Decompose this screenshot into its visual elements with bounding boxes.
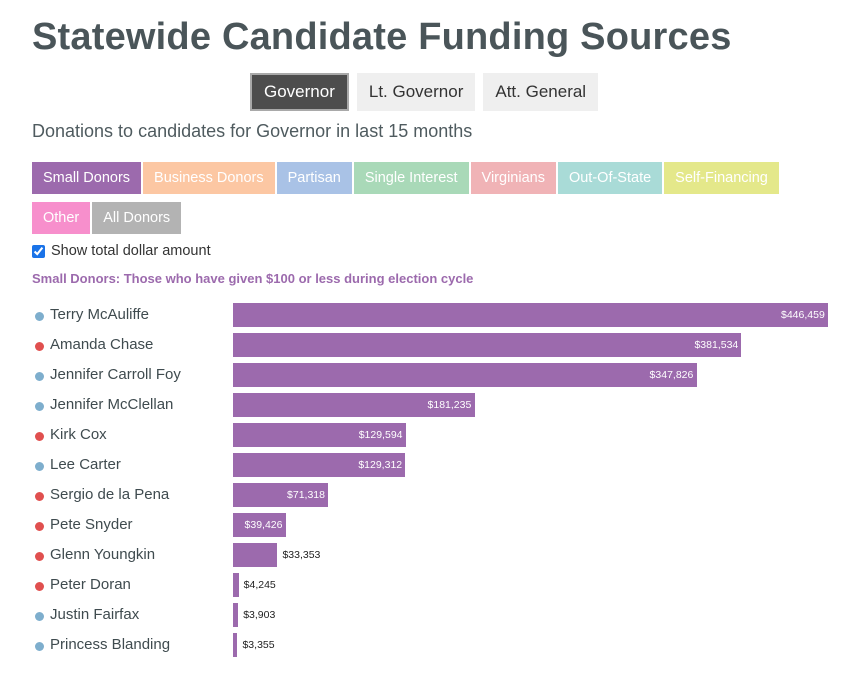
tab-governor[interactable]: Governor — [250, 73, 349, 111]
chart-row: Kirk Cox $129,594 — [0, 420, 858, 450]
chart-subtitle: Donations to candidates for Governor in … — [32, 121, 473, 141]
party-dot — [35, 342, 44, 351]
bar-value-label: $129,312 — [358, 459, 403, 471]
office-tabs: Governor Lt. Governor Att. General — [250, 73, 599, 111]
show-total-label: Show total dollar amount — [51, 243, 211, 259]
party-dot — [35, 372, 44, 381]
tab-single-interest[interactable]: Single Interest — [353, 162, 469, 194]
tab-small-donors[interactable]: Small Donors — [32, 162, 142, 194]
candidate-name: Justin Fairfax — [50, 606, 140, 623]
bar-value-label: $4,245 — [243, 579, 276, 591]
bar — [233, 453, 406, 477]
tab-business-donors[interactable]: Business Donors — [143, 162, 275, 194]
candidate-name: Kirk Cox — [50, 426, 107, 443]
tab-all-donors[interactable]: All Donors — [92, 202, 182, 234]
bar-value-label: $71,318 — [287, 489, 325, 501]
tab-out-of-state[interactable]: Out-Of-State — [557, 162, 663, 194]
candidate-name: Sergio de la Pena — [50, 486, 170, 503]
bar-value-label: $33,353 — [282, 549, 321, 561]
bar — [233, 513, 286, 537]
bar — [233, 423, 406, 447]
bar-value-label: $3,903 — [243, 609, 276, 621]
bar-value-label: $181,235 — [427, 399, 472, 411]
candidate-name: Terry McAuliffe — [50, 306, 149, 323]
bar — [233, 333, 742, 357]
candidate-name: Pete Snyder — [50, 516, 133, 533]
tab-partisan[interactable]: Partisan — [276, 162, 352, 194]
donor-type-tabs: Small Donors Business Donors Partisan Si… — [32, 162, 822, 234]
party-dot — [35, 552, 44, 561]
candidate-name: Glenn Youngkin — [50, 546, 156, 563]
bar — [233, 363, 697, 387]
show-total-toggle[interactable]: Show total dollar amount — [32, 243, 211, 259]
bar — [233, 303, 828, 327]
donor-definition: Small Donors: Those who have given $100 … — [32, 271, 474, 286]
bar — [233, 603, 239, 627]
chart-row: Amanda Chase $381,534 — [0, 330, 858, 360]
chart-row: Pete Snyder $39,426 — [0, 510, 858, 540]
show-total-checkbox[interactable] — [32, 244, 45, 258]
party-dot — [35, 492, 44, 501]
bar-value-label: $39,426 — [244, 519, 283, 531]
candidate-name: Peter Doran — [50, 576, 131, 593]
chart-row: Justin Fairfax $3,903 — [0, 600, 858, 630]
bar-value-label: $3,355 — [242, 639, 275, 651]
candidate-name: Jennifer Carroll Foy — [50, 366, 181, 383]
party-dot — [35, 312, 44, 321]
bar — [233, 573, 239, 597]
bar-chart: Terry McAuliffe $446,459 Amanda Chase $381,… — [0, 300, 858, 670]
chart-row: Princess Blanding $3,355 — [0, 630, 858, 660]
chart-row: Sergio de la Pena $71,318 — [0, 480, 858, 510]
bar — [233, 393, 475, 417]
chart-row: Jennifer Carroll Foy $347,826 — [0, 360, 858, 390]
tab-lt-governor[interactable]: Lt. Governor — [356, 73, 476, 111]
party-dot — [35, 612, 44, 621]
page-title: Statewide Candidate Funding Sources — [32, 16, 732, 58]
candidate-name: Amanda Chase — [50, 336, 154, 353]
bar-value-label: $129,594 — [358, 429, 403, 441]
party-dot — [35, 462, 44, 471]
bar — [233, 543, 278, 567]
bar-value-label: $381,534 — [694, 339, 739, 351]
party-dot — [35, 582, 44, 591]
chart-row: Terry McAuliffe $446,459 — [0, 300, 858, 330]
bar — [233, 483, 329, 507]
bar-value-label: $347,826 — [649, 369, 694, 381]
chart-row: Lee Carter $129,312 — [0, 450, 858, 480]
party-dot — [35, 402, 44, 411]
chart-row: Peter Doran $4,245 — [0, 570, 858, 600]
chart-row: Jennifer McClellan $181,235 — [0, 390, 858, 420]
party-dot — [35, 642, 44, 651]
party-dot — [35, 522, 44, 531]
chart-row: Glenn Youngkin $33,353 — [0, 540, 858, 570]
tab-self-financing[interactable]: Self-Financing — [664, 162, 779, 194]
tab-other[interactable]: Other — [32, 202, 91, 234]
tab-virginians[interactable]: Virginians — [470, 162, 556, 194]
bar — [233, 633, 238, 657]
candidate-name: Jennifer McClellan — [50, 396, 174, 413]
candidate-name: Princess Blanding — [50, 636, 171, 653]
tab-att-general[interactable]: Att. General — [483, 73, 599, 111]
party-dot — [35, 432, 44, 441]
bar-value-label: $446,459 — [781, 309, 825, 321]
candidate-name: Lee Carter — [50, 456, 121, 473]
